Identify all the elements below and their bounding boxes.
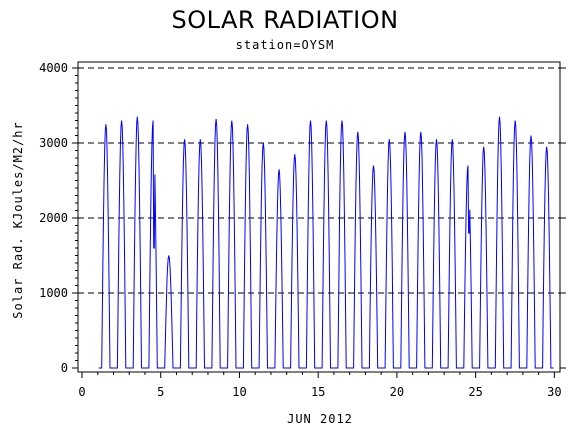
axes xyxy=(77,61,561,373)
x-tick-label-10: 10 xyxy=(232,385,246,399)
x-tick-label-25: 25 xyxy=(468,385,482,399)
x-tick-label-0: 0 xyxy=(78,385,85,399)
x-tick-label-15: 15 xyxy=(311,385,325,399)
x-tick-label-30: 30 xyxy=(547,385,561,399)
grid-lines xyxy=(78,67,560,294)
y-tick-label-3000: 3000 xyxy=(39,136,68,150)
ticks: 0 1000 2000 3000 4000 0 5 10 15 20 25 30 xyxy=(39,61,566,399)
chart-title: SOLAR RADIATION xyxy=(171,6,399,34)
y-tick-label-2000: 2000 xyxy=(39,211,68,225)
y-tick-label-4000: 4000 xyxy=(39,61,68,75)
x-tick-label-20: 20 xyxy=(390,385,404,399)
series-layer xyxy=(98,116,554,369)
x-tick-label-5: 5 xyxy=(157,385,164,399)
y-tick-label-0: 0 xyxy=(61,361,68,375)
chart-subtitle: station=OYSM xyxy=(235,38,335,52)
y-axis-label: Solar Rad. KJoules/M2/hr xyxy=(11,121,25,318)
x-axis-label: JUN 2012 xyxy=(287,412,353,426)
series-line-0 xyxy=(98,116,554,369)
y-tick-label-1000: 1000 xyxy=(39,286,68,300)
plot-frame xyxy=(77,61,561,373)
